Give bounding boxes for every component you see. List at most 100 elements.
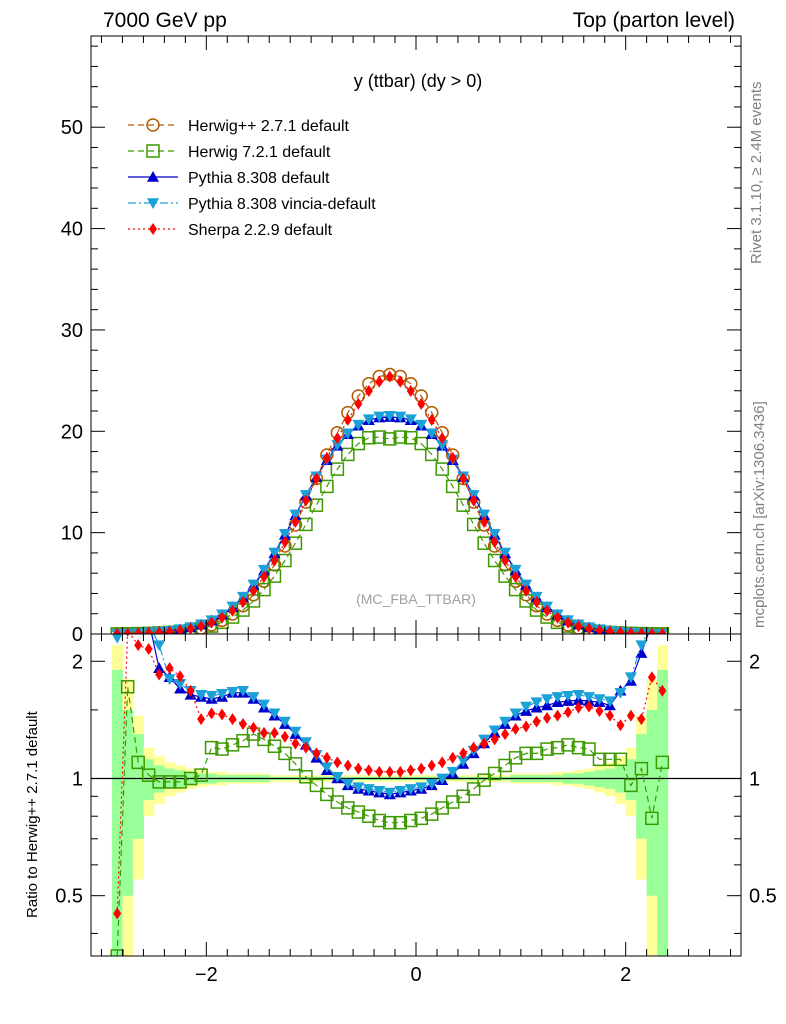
ratio-point	[456, 789, 470, 804]
ratio-point	[373, 785, 386, 797]
main-point	[435, 462, 449, 476]
main-point	[362, 431, 376, 445]
ratio-series-sherpa-2-2-9-default	[113, 634, 667, 920]
ratio-point	[603, 696, 616, 708]
ratio-uncertainty-bands	[111, 645, 669, 956]
mcplots-source-label: mcplots.cern.ch [arXiv:1306.3436]	[751, 401, 768, 628]
ratio-point	[540, 742, 554, 756]
legend-entry: Herwig++ 2.7.1 default	[128, 118, 350, 135]
main-point	[469, 494, 478, 507]
analysis-label: (MC_FBA_TTBAR)	[356, 591, 476, 607]
ratio-point	[541, 694, 554, 706]
main-y-tick-label: 20	[61, 421, 83, 443]
ratio-point	[309, 778, 324, 793]
main-y-tick-label: 10	[61, 523, 83, 545]
ratio-band-green	[143, 759, 155, 801]
ratio-point	[131, 755, 145, 770]
ratio-point	[614, 687, 627, 699]
main-point	[466, 517, 481, 532]
main-series-herwig-7-2-1-default	[110, 430, 670, 634]
main-point	[616, 626, 625, 634]
ratio-point	[225, 738, 240, 752]
main-point	[394, 411, 407, 423]
ratio-point	[218, 708, 227, 721]
ratio-point	[333, 756, 342, 769]
ratio-point	[595, 705, 604, 718]
main-point	[249, 584, 258, 597]
main-point	[218, 611, 227, 624]
main-point	[574, 620, 583, 633]
ratio-point	[551, 692, 564, 703]
ratio-point	[372, 813, 387, 828]
main-point	[605, 625, 614, 634]
main-point	[509, 564, 522, 576]
ratio-point	[593, 694, 606, 706]
ratio-point	[582, 742, 596, 756]
ratio-point	[132, 592, 144, 603]
main-point	[228, 604, 237, 617]
main-point	[373, 411, 386, 423]
main-point	[333, 432, 342, 445]
ratio-point	[132, 594, 144, 605]
ratio-x-tick-label: 0	[410, 964, 421, 986]
main-point	[268, 547, 281, 559]
main-point	[553, 611, 562, 624]
ratio-y-tick-label: 2	[72, 651, 83, 673]
ratio-point	[572, 690, 585, 701]
main-point	[299, 517, 313, 532]
main-point	[278, 553, 292, 568]
ratio-point	[278, 716, 291, 728]
main-point	[288, 536, 303, 550]
ratio-point	[341, 801, 355, 815]
ratio-point	[237, 685, 250, 697]
ratio-point	[656, 587, 668, 598]
ratio-point	[635, 647, 648, 658]
main-point	[459, 472, 468, 485]
ratio-point	[122, 587, 134, 598]
legend-entry: Sherpa 2.2.9 default	[128, 222, 333, 239]
main-point	[372, 430, 387, 444]
main-point	[436, 440, 449, 451]
ratio-point	[561, 738, 575, 752]
ratio-point	[141, 768, 156, 782]
ratio-point	[624, 778, 638, 793]
main-point	[393, 430, 408, 444]
ratio-point	[120, 680, 135, 694]
ratio-point	[362, 809, 376, 823]
ratio-x-tick-label: −2	[195, 964, 218, 986]
ratio-point	[153, 640, 166, 652]
ratio-point	[113, 907, 122, 920]
ratio-point	[247, 692, 260, 703]
ratio-point	[574, 701, 583, 714]
legend-label: Herwig++ 2.7.1 default	[188, 118, 350, 135]
legend-marker	[149, 223, 157, 235]
ratio-point	[425, 778, 438, 790]
ratio-point	[427, 759, 436, 772]
ratio-band-green	[657, 669, 669, 956]
ratio-point	[155, 668, 164, 681]
main-point	[267, 569, 282, 583]
main-point	[511, 570, 520, 583]
ratio-point	[448, 751, 457, 764]
ratio-point	[364, 764, 373, 777]
ratio-point	[162, 775, 177, 789]
ratio-point	[153, 662, 166, 673]
main-point	[270, 554, 279, 567]
ratio-point	[126, 634, 130, 637]
ratio-point	[396, 765, 405, 778]
ratio-point	[404, 813, 418, 828]
main-point	[309, 498, 324, 512]
ratio-point	[375, 765, 384, 778]
ratio-point	[122, 588, 134, 599]
main-point	[278, 529, 291, 540]
ratio-point	[351, 805, 366, 819]
main-point	[312, 472, 321, 485]
legend-marker	[146, 144, 160, 158]
ratio-point	[111, 611, 123, 622]
ratio-point	[417, 762, 426, 775]
ratio-point	[239, 718, 248, 731]
ratio-point	[550, 740, 565, 755]
ratio-point	[352, 782, 365, 794]
ratio-point	[637, 713, 646, 726]
ratio-point	[592, 752, 607, 767]
